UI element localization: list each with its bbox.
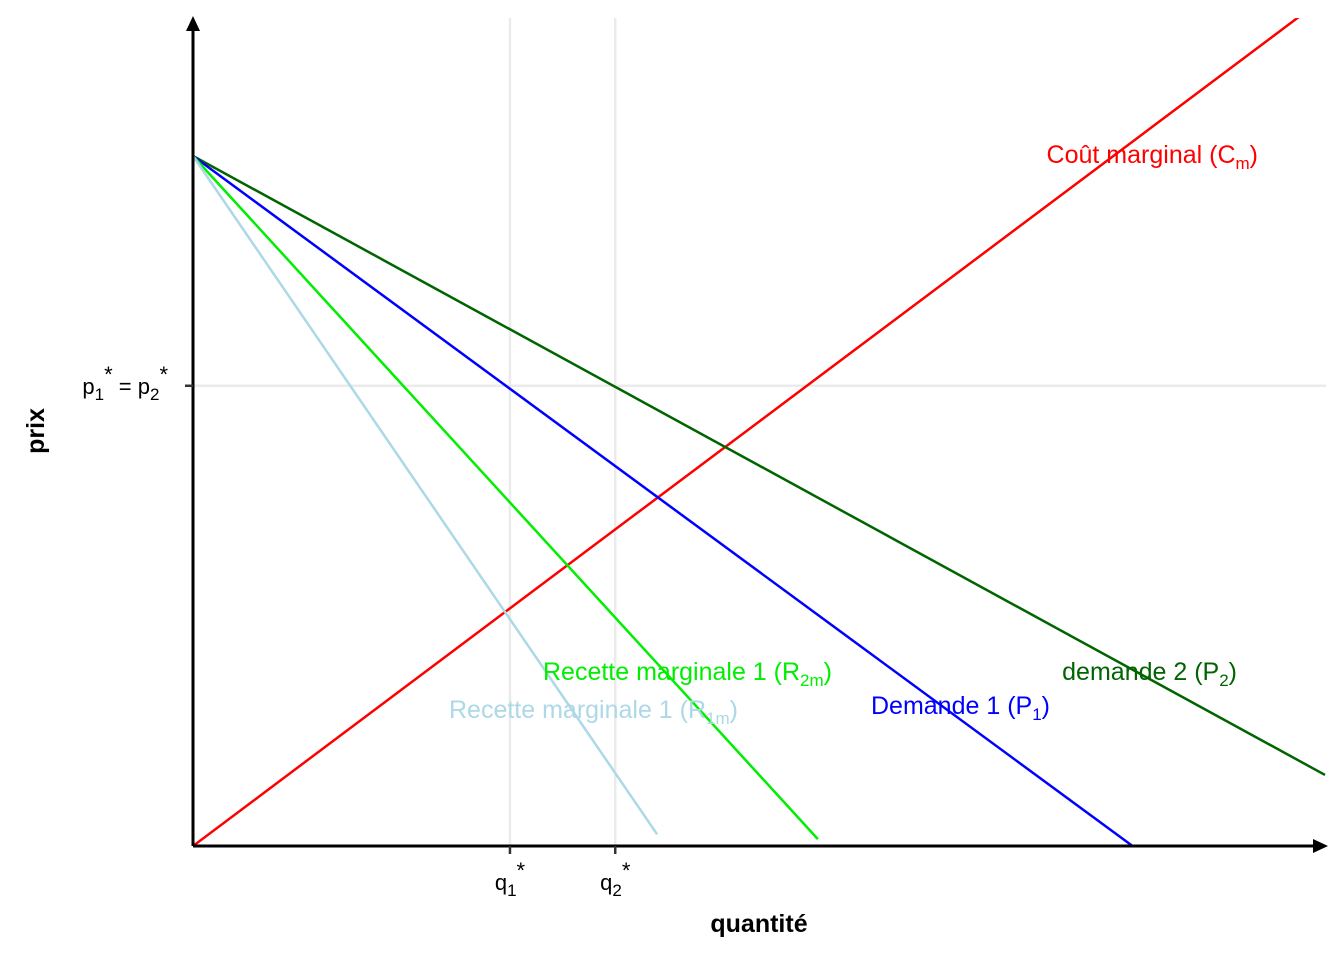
y-axis-arrow-icon: [186, 16, 200, 31]
grid-lines: [193, 18, 1326, 846]
series-labels: Coût marginal (Cm) demande 2 (P2) Demande …: [449, 141, 1258, 728]
axes: [186, 16, 1328, 853]
series-label-demand-1: Demande 1 (P1): [871, 692, 1050, 724]
series-line-demand-2: [193, 154, 1326, 777]
series-line-marginal-revenue-2: [193, 155, 819, 840]
series-line-marginal-cost: [193, 18, 1300, 846]
y-axis-title: prix: [22, 408, 50, 454]
x-tick-label: q2*​: [600, 858, 631, 900]
x-tick-label: q1*​: [495, 858, 526, 900]
y-tick-label: p1*​ = p2*​: [82, 362, 168, 404]
series-label-marginal-revenue-2: Recette marginale 1 (R2m): [543, 658, 832, 690]
ticks: q1*​ q2*​ p1*​ = p2*​: [82, 362, 630, 900]
series-label-demand-2: demande 2 (P2): [1062, 658, 1237, 690]
series-label-marginal-cost: Coût marginal (Cm): [1047, 141, 1258, 173]
series-line-demand-1: [193, 154, 1134, 846]
series-lines: [193, 18, 1326, 846]
series-label-marginal-revenue-1: Recette marginale 1 (R1m): [449, 696, 738, 728]
x-axis-title: quantité: [710, 910, 807, 938]
x-axis-arrow-icon: [1313, 839, 1328, 853]
series-line-marginal-revenue-1: [193, 155, 659, 835]
